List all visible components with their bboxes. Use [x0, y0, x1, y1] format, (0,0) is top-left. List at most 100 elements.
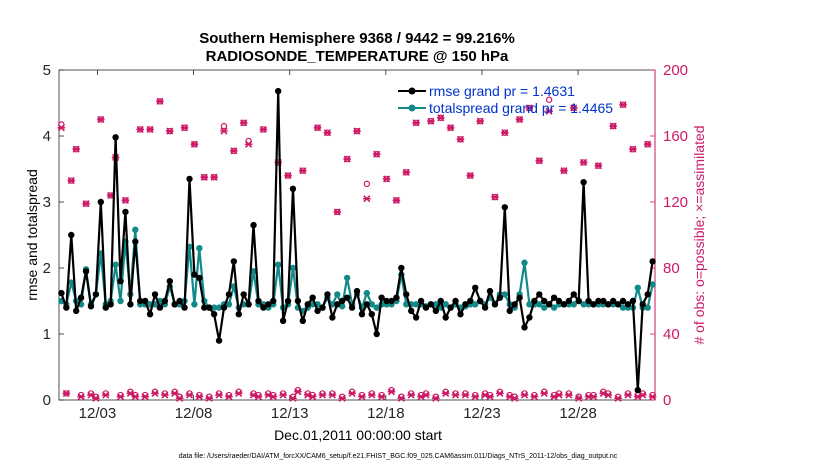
- obs-assimilated-marker: [328, 391, 337, 399]
- spread-point: [132, 226, 139, 233]
- y-tick-label-left: 5: [43, 62, 51, 79]
- obs-assimilated-marker: [604, 391, 613, 399]
- obs-assimilated-marker: [367, 391, 376, 399]
- spread-point: [634, 284, 642, 291]
- rmse-point: [536, 291, 543, 298]
- obs-assimilated-marker: [461, 391, 470, 399]
- rmse-point: [255, 297, 262, 305]
- obs-assimilated-marker: [333, 208, 342, 216]
- rmse-point: [393, 294, 400, 301]
- obs-assimilated-marker: [377, 393, 386, 401]
- rmse-point: [457, 311, 464, 318]
- obs-assimilated-marker: [407, 391, 415, 399]
- obs-assimilated-marker: [432, 394, 440, 402]
- obs-assimilated-marker: [195, 393, 204, 401]
- rmse-point: [191, 271, 198, 278]
- rmse-point: [343, 294, 351, 301]
- rmse-point: [398, 264, 405, 272]
- rmse-point: [491, 301, 499, 308]
- rmse-point: [284, 297, 292, 305]
- obs-assimilated-marker: [466, 172, 475, 180]
- obs-assimilated-marker: [101, 391, 110, 399]
- obs-assimilated-marker: [215, 391, 223, 399]
- rmse-point: [506, 307, 513, 315]
- y-tick-label-right: 160: [663, 128, 688, 145]
- obs-assimilated-marker: [294, 388, 302, 396]
- y-ticks-right: 0 40 80 120 160 200: [650, 62, 688, 409]
- obs-assimilated-marker: [239, 119, 248, 127]
- rmse-point: [427, 301, 435, 308]
- obs-assimilated-marker: [500, 129, 509, 137]
- rmse-point: [220, 304, 228, 311]
- rmse-point: [570, 291, 577, 298]
- rmse-point: [201, 304, 208, 311]
- spread-point: [619, 304, 627, 311]
- obs-possible-marker: [363, 180, 371, 188]
- spread-point: [526, 301, 533, 308]
- obs-assimilated-marker: [348, 389, 356, 397]
- y-tick-label-right: 80: [663, 260, 680, 277]
- rmse-point: [644, 291, 651, 298]
- rmse-point: [363, 301, 371, 308]
- rmse-point: [230, 258, 238, 265]
- spread-point: [339, 303, 346, 310]
- rmse-point: [206, 304, 213, 311]
- rmse-point: [225, 291, 233, 298]
- obs-assimilated-marker: [397, 394, 406, 402]
- y-tick-label-left: 4: [43, 128, 51, 145]
- obs-assimilated-marker: [446, 124, 455, 132]
- rmse-point: [87, 303, 95, 310]
- rmse-point: [235, 311, 242, 318]
- obs-assimilated-marker: [619, 101, 627, 109]
- spread-point: [442, 301, 449, 308]
- obs-assimilated-marker: [535, 157, 544, 165]
- spread-point: [373, 304, 380, 311]
- spread-point: [363, 289, 371, 297]
- spread-point: [501, 291, 508, 298]
- rmse-point: [117, 278, 124, 285]
- rmse-point: [609, 297, 617, 305]
- y-tick-label-right: 200: [663, 62, 688, 79]
- rmse-series: [58, 87, 656, 394]
- obs-assimilated-marker: [441, 389, 450, 397]
- rmse-point: [521, 324, 528, 331]
- obs-assimilated-marker: [614, 394, 622, 402]
- obs-assimilated-marker: [363, 195, 371, 203]
- obs-assimilated-marker: [230, 147, 238, 155]
- obs-assimilated-marker: [121, 196, 130, 204]
- spread-point: [644, 304, 651, 311]
- rmse-point: [373, 330, 380, 338]
- y-tick-label-right: 120: [663, 194, 688, 211]
- obs-assimilated-marker: [141, 393, 149, 401]
- rmse-point: [260, 304, 267, 311]
- rmse-point: [324, 291, 331, 298]
- rmse-point: [541, 297, 548, 305]
- rmse-point: [526, 314, 533, 321]
- obs-assimilated-marker: [392, 196, 401, 204]
- rmse-point: [166, 278, 173, 285]
- rmse-point: [161, 297, 169, 305]
- obs-assimilated-marker: [491, 193, 499, 201]
- obs-assimilated-marker: [254, 393, 263, 401]
- obs-assimilated-marker: [520, 391, 529, 399]
- rmse-point: [250, 221, 257, 229]
- rmse-point: [383, 297, 390, 305]
- obs-assimilated-marker: [165, 127, 174, 135]
- legend-rmse-label: rmse grand pr = 1.4631: [429, 83, 575, 99]
- chart-title-line2: RADIOSONDE_TEMPERATURE @ 150 hPa: [206, 48, 509, 65]
- obs-assimilated-marker: [530, 393, 539, 401]
- rmse-point: [181, 304, 188, 311]
- obs-possible-marker: [545, 96, 553, 103]
- rmse-point: [442, 314, 449, 321]
- obs-assimilated-marker: [624, 391, 632, 399]
- spread-point: [68, 279, 75, 286]
- obs-assimilated-marker: [525, 104, 534, 112]
- rmse-point: [467, 297, 474, 305]
- obs-assimilated-marker: [643, 140, 652, 148]
- obs-assimilated-marker: [545, 107, 553, 115]
- rmse-point: [304, 301, 311, 308]
- obs-assimilated-marker: [77, 393, 85, 401]
- rmse-point: [496, 294, 504, 301]
- obs-assimilated-marker: [540, 389, 549, 397]
- spread-point: [412, 301, 420, 308]
